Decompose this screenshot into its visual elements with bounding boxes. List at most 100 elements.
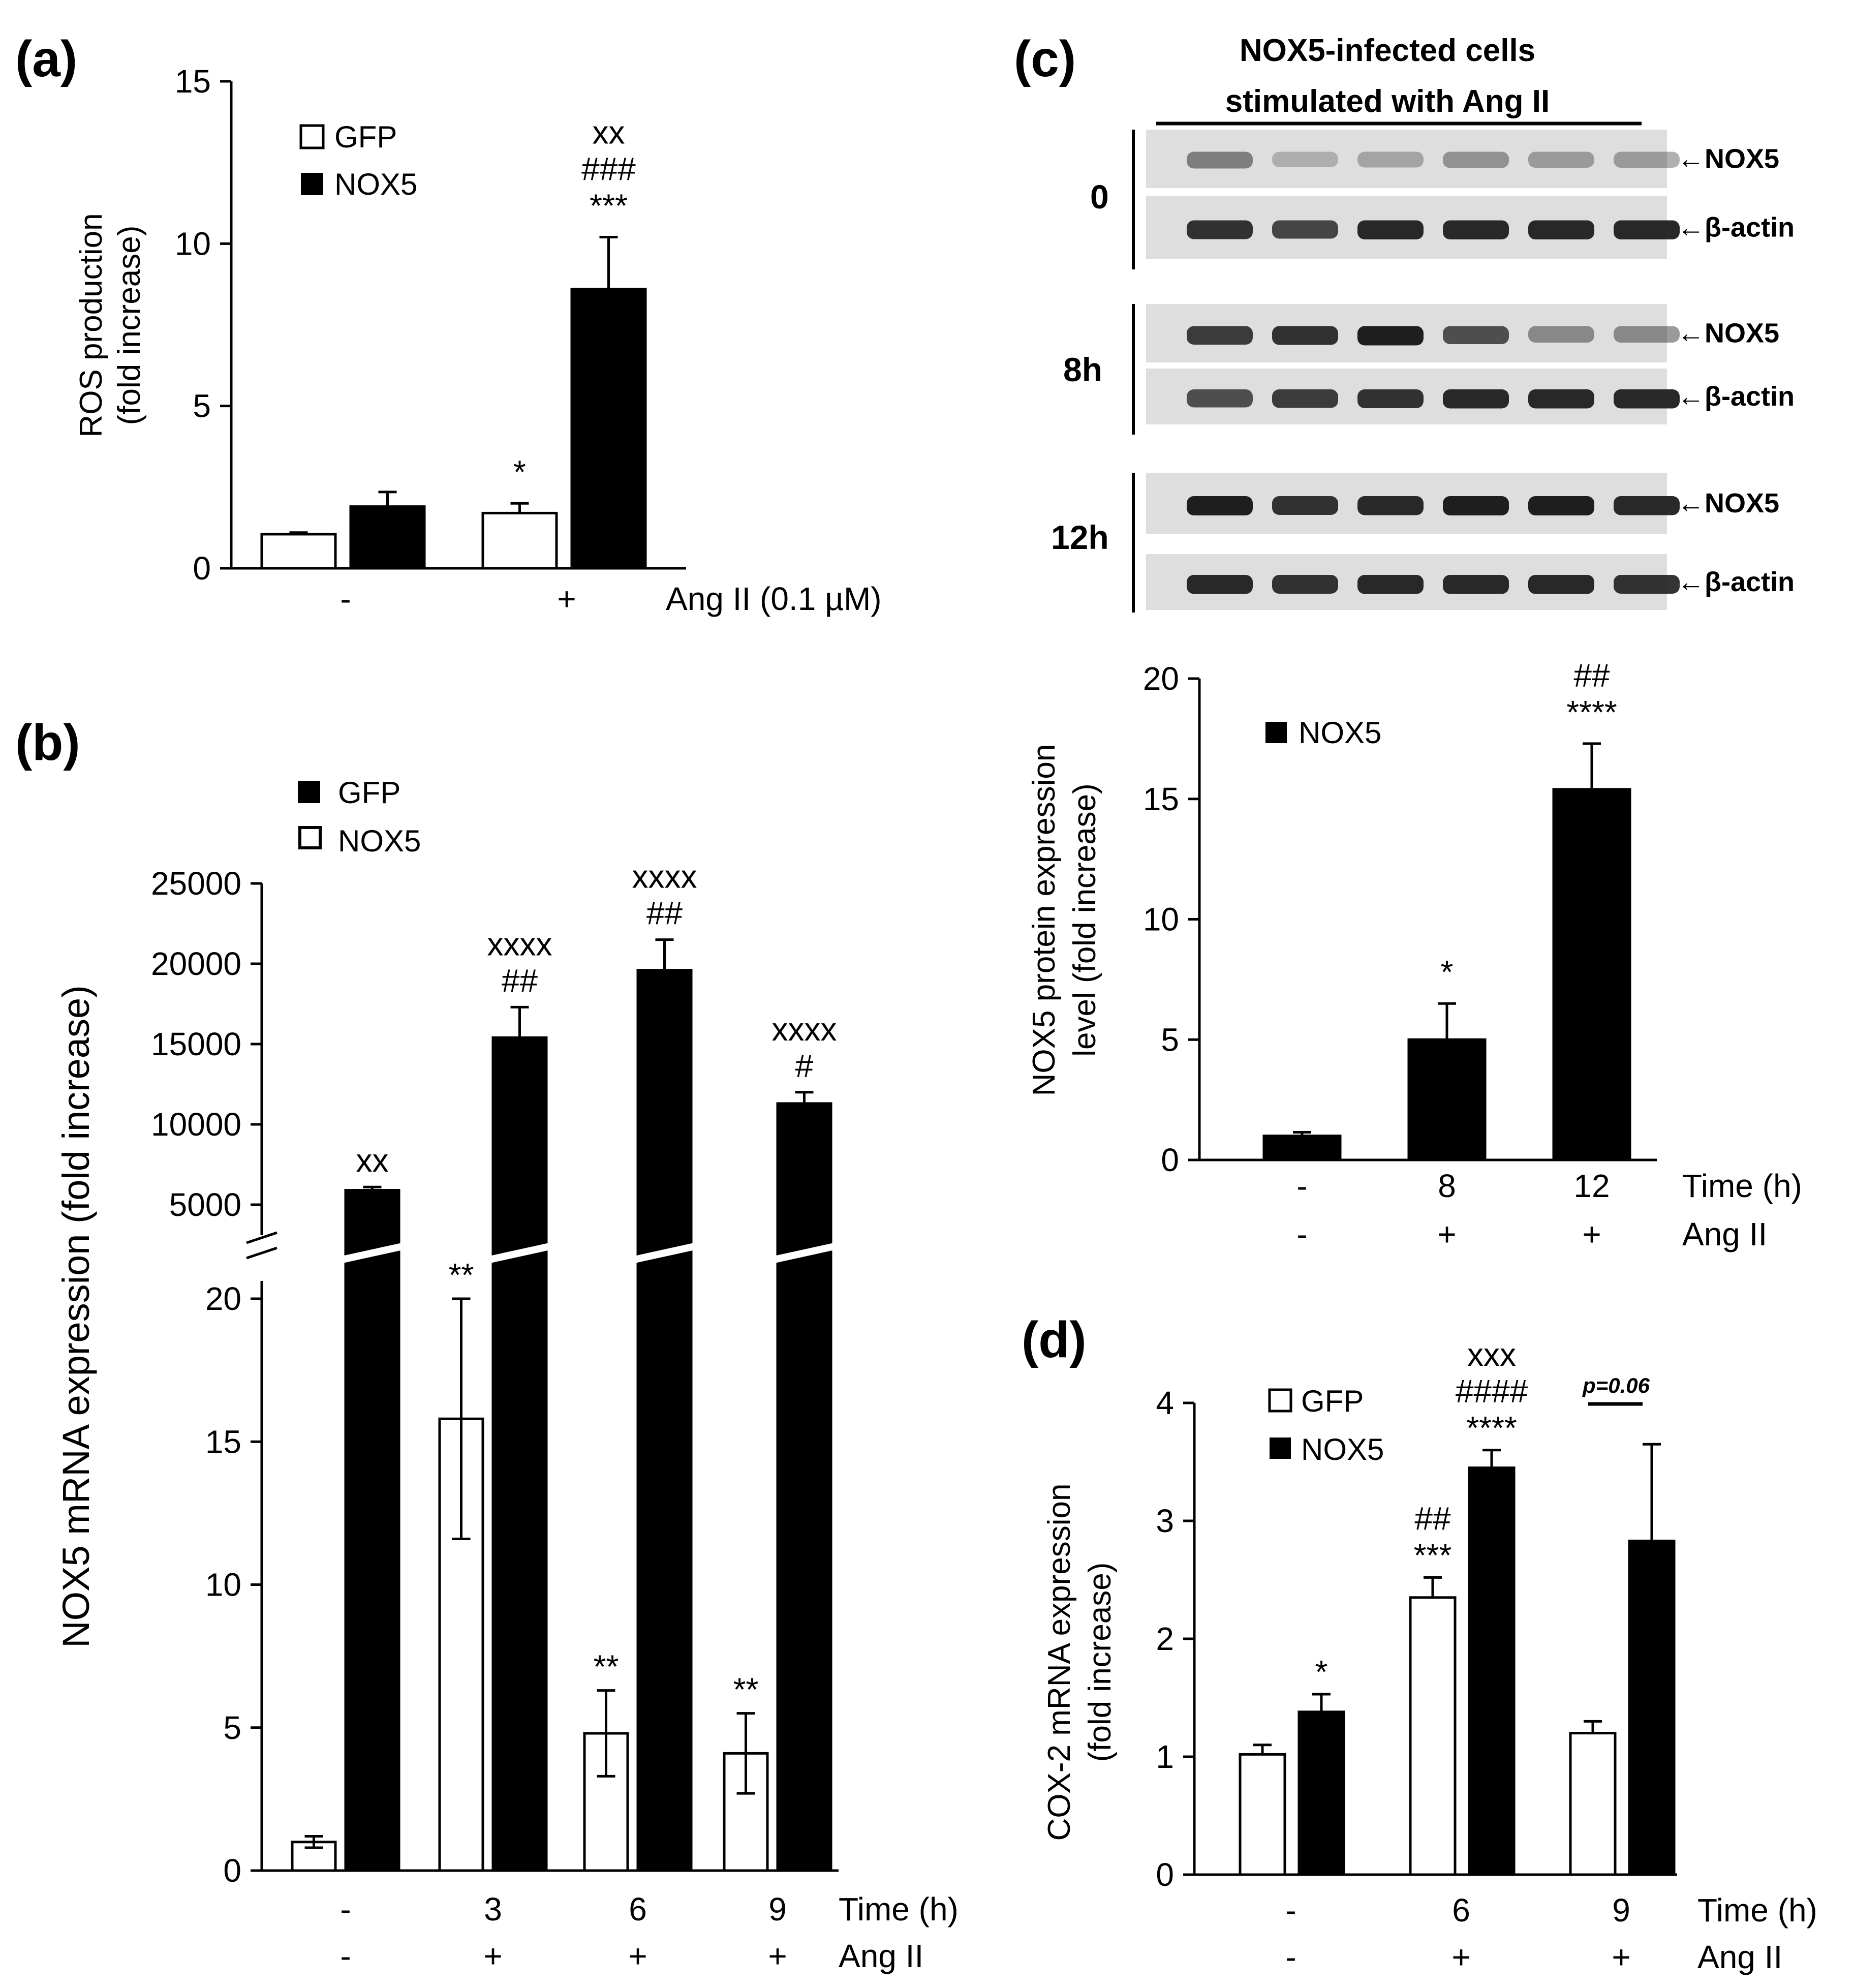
panel-b-bar-break-mark <box>479 1241 560 1265</box>
panel-d-row1-value: 6 <box>1452 1892 1470 1929</box>
panel-d-row1-value: - <box>1285 1892 1296 1929</box>
panel-b-sig-label-black: # <box>795 1048 814 1084</box>
panel-d-bar-gfp <box>1409 1596 1457 1876</box>
panel-b-bars: xx**xxxx##**xxxx##**xxxx# <box>291 859 845 1872</box>
blot-band <box>1187 496 1253 515</box>
panel-b-bar-break-mark <box>332 1241 413 1265</box>
panel-d-row2-value: + <box>1612 1939 1630 1975</box>
blot-band-label: ←β-actin <box>1677 381 1795 412</box>
panel-b-lower-y-tick-label: 0 <box>223 1852 241 1889</box>
panel-a-legend-gfp-swatch <box>299 124 325 149</box>
panel-b-legend-nox5-swatch <box>298 826 322 849</box>
panel-b-row1-name: Time (h) <box>839 1891 959 1928</box>
blot-band <box>1187 389 1253 408</box>
blot-band <box>1357 151 1424 168</box>
blot-band <box>1357 389 1424 408</box>
panel-a: (a) ROS production (fold increase) 0 5 10 1… <box>15 30 882 617</box>
panel-d-ylabel-line2: (fold increase) <box>1083 1563 1118 1762</box>
blot-band <box>1443 389 1509 409</box>
panel-c-row2-value: + <box>1582 1216 1601 1252</box>
panel-a-label: (a) <box>15 30 77 87</box>
panel-d-y-tick-label: 0 <box>1156 1856 1174 1893</box>
panel-b-row1-value: 9 <box>768 1891 787 1928</box>
panel-d-row2-name: Ang II <box>1697 1939 1782 1975</box>
panel-a-x-category: + <box>557 580 576 617</box>
panel-b-row2-value: + <box>628 1938 647 1974</box>
panel-d-bar-nox5 <box>1468 1466 1516 1876</box>
blot-band <box>1443 220 1509 239</box>
panel-d-sig-label: * <box>1315 1654 1328 1690</box>
panel-c-y-tick-label: 20 <box>1143 660 1179 697</box>
panel-c-bar-nox5 <box>1262 1135 1342 1161</box>
panel-a-y-tick-label: 15 <box>175 63 211 100</box>
panel-c-bar-nox5 <box>1407 1038 1487 1161</box>
blot-title-line1: NOX5-infected cells <box>1240 33 1535 68</box>
panel-b-lower-y-tick-label: 5 <box>223 1709 241 1746</box>
panel-b-row1-value: 6 <box>629 1891 647 1928</box>
panel-d-y-tick-label: 4 <box>1156 1385 1174 1421</box>
panel-a-x-category: - <box>340 580 351 617</box>
panel-d-sig-label: *** <box>1414 1537 1452 1573</box>
panel-a-ylabel-line1: ROS production <box>74 213 109 437</box>
panel-b-bar-break-mark <box>764 1241 845 1265</box>
blot-band <box>1528 389 1594 409</box>
panel-d-bar-gfp <box>1569 1732 1617 1876</box>
panel-d-label: (d) <box>1022 1311 1087 1368</box>
panel-c-row1-value: 8 <box>1438 1168 1456 1204</box>
blot-band <box>1272 389 1338 408</box>
panel-a-legend-nox5: NOX5 <box>334 167 417 201</box>
panel-a-bar-gfp <box>481 511 558 570</box>
panel-b-upper-y-tick-label: 10000 <box>151 1106 241 1143</box>
panel-b-axis-break-mark <box>246 1231 277 1244</box>
blot-title-line2: stimulated with Ang II <box>1225 84 1550 119</box>
blot-time-0: 0 <box>1090 178 1109 216</box>
panel-a-axes: 0 5 10 15 - + <box>175 63 686 617</box>
panel-b-sig-label-black: xxxx <box>487 926 552 962</box>
panel-d: (d) COX-2 mRNA expression (fold increase… <box>1022 1311 1817 1975</box>
panel-a-sig-label: * <box>513 453 526 490</box>
blot-band <box>1614 389 1680 409</box>
panel-d-pvalue: p=0.06 <box>1582 1373 1650 1397</box>
blot-band <box>1443 151 1509 168</box>
blot-band <box>1528 326 1594 343</box>
panel-b-row2-value: - <box>340 1938 351 1974</box>
panel-a-bars: * xx###*** <box>260 114 647 570</box>
panel-c-label: (c) <box>1014 30 1076 87</box>
panel-b-row1-value: 3 <box>484 1891 502 1928</box>
blot-band-label: ←NOX5 <box>1677 144 1779 174</box>
panel-b: (b) NOX5 mRNA expression (fold increase)… <box>15 714 959 1974</box>
panel-b-sig-label-white: ** <box>449 1257 474 1293</box>
blot-band-label: ←β-actin <box>1677 567 1795 597</box>
blot-band <box>1187 151 1253 169</box>
blot-time-8h: 8h <box>1063 351 1102 388</box>
panel-c-y-tick-label: 15 <box>1143 781 1179 817</box>
panel-d-row2-value: - <box>1285 1939 1296 1975</box>
panel-b-row1-value: - <box>340 1891 351 1928</box>
panel-d-y-tick-label: 1 <box>1156 1738 1174 1775</box>
blot-band <box>1272 575 1338 594</box>
panel-b-sig-label-black: xxxx <box>632 859 697 895</box>
panel-c-sig-label: **** <box>1566 694 1617 730</box>
panel-d-sig-label: xxx <box>1467 1336 1516 1373</box>
blot-band <box>1187 220 1253 239</box>
blot-band <box>1614 496 1680 515</box>
panel-c-row1-value: 12 <box>1573 1168 1610 1204</box>
panel-a-y-tick-label: 5 <box>193 388 211 424</box>
panel-b-sig-label-white: ** <box>594 1648 619 1685</box>
panel-b-row2-value: + <box>768 1938 787 1974</box>
panel-b-sig-label-white: ** <box>733 1671 759 1708</box>
blot-band <box>1443 326 1509 344</box>
panel-b-lower-y-tick-label: 15 <box>205 1423 241 1460</box>
panel-d-sig-label: #### <box>1456 1373 1528 1410</box>
panel-c-ylabel-line2: level (fold increase) <box>1067 783 1102 1057</box>
panel-b-upper-y-tick-label: 15000 <box>151 1026 241 1062</box>
blot-band <box>1272 326 1338 345</box>
panel-c-y-tick-label: 0 <box>1161 1142 1179 1178</box>
panel-b-bar-black <box>344 1189 400 1872</box>
blot-band <box>1443 575 1509 594</box>
panel-d-legend-gfp-swatch <box>1268 1388 1292 1413</box>
panel-a-y-tick-label: 0 <box>193 550 211 587</box>
panel-c-legend-nox5-swatch <box>1265 722 1287 743</box>
panel-b-axes: 0 5 10 15 20 5000 10000 15000 20000 25000 - - 3 +6 +9 + <box>151 865 839 1974</box>
panel-d-ylabel-line1: COX-2 mRNA expression <box>1042 1484 1077 1841</box>
